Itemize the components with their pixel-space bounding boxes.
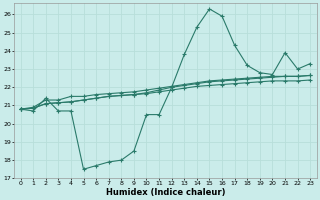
X-axis label: Humidex (Indice chaleur): Humidex (Indice chaleur) bbox=[106, 188, 225, 197]
